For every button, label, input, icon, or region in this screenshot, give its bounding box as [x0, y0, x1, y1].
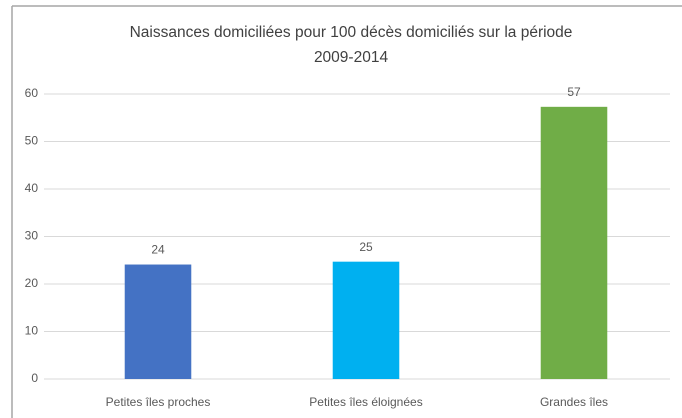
- bar: [124, 264, 192, 379]
- x-tick-label: Grandes îles: [540, 395, 608, 409]
- y-tick-label: 40: [25, 181, 39, 195]
- x-tick-label: Petites îles proches: [106, 395, 211, 409]
- data-label: 25: [359, 240, 373, 254]
- y-tick-label: 0: [31, 371, 38, 385]
- data-label: 24: [151, 243, 165, 257]
- y-tick-label: 10: [25, 324, 39, 338]
- y-tick-label: 50: [25, 134, 39, 148]
- chart-title: Naissances domiciliées pour 100 décès do…: [130, 24, 573, 41]
- bar: [332, 261, 400, 379]
- y-tick-label: 20: [25, 276, 39, 290]
- bar: [540, 106, 608, 379]
- y-tick-label: 60: [25, 86, 39, 100]
- y-tick-label: 30: [25, 229, 39, 243]
- chart-title: 2009-2014: [314, 49, 389, 66]
- data-label: 57: [567, 85, 581, 99]
- x-tick-label: Petites îles éloignées: [309, 395, 422, 409]
